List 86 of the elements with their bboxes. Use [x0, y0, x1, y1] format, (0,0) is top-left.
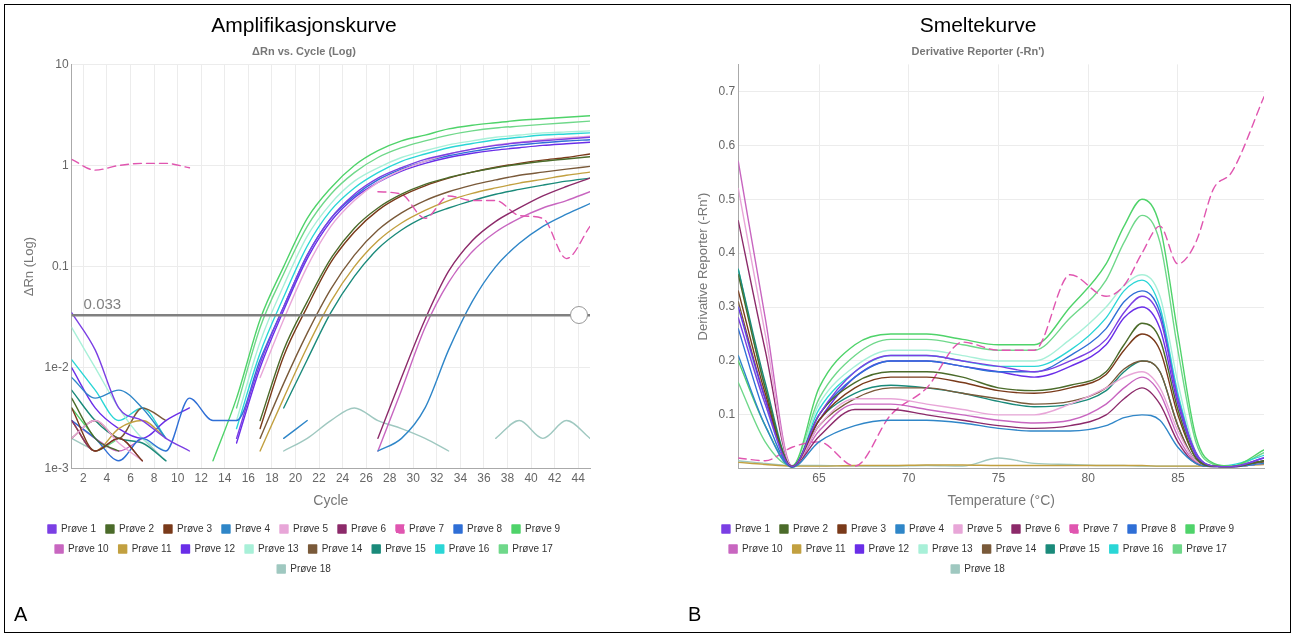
y-tick-label: 0.2 — [718, 353, 736, 368]
legend-label: Prøve 11 — [805, 542, 846, 554]
x-tick-label: 22 — [312, 471, 327, 486]
x-tick-label: 16 — [241, 471, 256, 486]
y-axis-title: ΔRn (Log) — [21, 236, 37, 297]
legend-label: Prøve 1 — [734, 522, 771, 534]
x-tick-label: 8 — [150, 471, 158, 486]
legend-label: Prøve 17 — [512, 542, 554, 554]
legend-label: Prøve 7 — [1083, 522, 1119, 534]
x-tick-label: 70 — [902, 471, 916, 486]
legend-label: Prøve 12 — [868, 542, 910, 554]
legend-label: Prøve 2 — [792, 522, 829, 534]
x-tick-label: 24 — [335, 471, 350, 486]
legend-label: Prøve 16 — [1122, 542, 1164, 554]
legend-label: Prøve 4 — [234, 522, 271, 534]
legend-label: Prøve 14 — [321, 542, 363, 554]
legend-label: Prøve 5 — [967, 522, 1003, 534]
chart-title: Smeltekurve — [919, 13, 1037, 37]
legend-label: Prøve 18 — [290, 562, 332, 574]
legend-label: Prøve 8 — [467, 522, 503, 534]
chart-subtitle: ΔRn vs. Cycle (Log) — [252, 44, 357, 57]
legend-label: Prøve 8 — [1141, 522, 1177, 534]
x-tick-label: 80 — [1081, 471, 1096, 486]
legend-label: Prøve 17 — [1186, 542, 1228, 554]
chart-subtitle: Derivative Reporter (-Rn') — [911, 44, 1045, 57]
legend-label: Prøve 15 — [385, 542, 427, 554]
x-tick-label: 12 — [194, 471, 209, 486]
text: B — [688, 603, 702, 626]
y-tick-label: 0.7 — [718, 83, 736, 98]
legend-label: Prøve 12 — [194, 542, 236, 554]
text: A — [14, 603, 28, 626]
legend-label: Prøve 5 — [293, 522, 329, 534]
legend-label: Prøve 9 — [525, 522, 561, 534]
x-tick-label: 18 — [265, 471, 279, 486]
legend-label: Prøve 3 — [850, 522, 887, 534]
x-tick-label: 10 — [170, 471, 185, 486]
x-axis-title: Cycle — [313, 492, 349, 509]
legend-label: Prøve 16 — [448, 542, 490, 554]
y-tick-label: 0.5 — [718, 191, 736, 206]
x-tick-label: 85 — [1171, 471, 1185, 486]
legend-label: Prøve 13 — [932, 542, 974, 554]
legend-label: Prøve 6 — [1025, 522, 1061, 534]
x-tick-label: 2 — [80, 471, 88, 486]
legend-label: Prøve 7 — [409, 522, 445, 534]
legend-label: Prøve 15 — [1059, 542, 1101, 554]
x-tick-label: 32 — [430, 471, 444, 486]
ref-line-label: 0.033 — [83, 294, 122, 312]
y-tick-label: 1 — [61, 157, 69, 172]
x-tick-label: 6 — [127, 471, 135, 486]
x-tick-label: 30 — [406, 471, 421, 486]
y-tick-label: 0.4 — [718, 245, 736, 260]
legend-label: Prøve 18 — [964, 562, 1006, 574]
x-tick-label: 44 — [571, 471, 586, 486]
y-tick-label: 0.6 — [718, 137, 736, 152]
x-tick-label: 4 — [103, 471, 111, 486]
legend-label: Prøve 10 — [68, 542, 110, 554]
legend-label: Prøve 6 — [351, 522, 387, 534]
x-tick-label: 40 — [524, 471, 539, 486]
x-tick-label: 42 — [547, 471, 562, 486]
legend-label: Prøve 2 — [118, 522, 155, 534]
y-tick-label: 10 — [55, 56, 69, 71]
legend-label: Prøve 4 — [908, 522, 945, 534]
y-tick-label: 0.3 — [718, 299, 736, 314]
y-tick-label: 0.1 — [51, 258, 69, 273]
legend-label: Prøve 3 — [176, 522, 213, 534]
y-axis-title: Derivative Reporter (-Rn') — [695, 192, 711, 341]
legend-label: Prøve 9 — [1199, 522, 1235, 534]
x-tick-label: 36 — [477, 471, 491, 486]
x-tick-label: 38 — [500, 471, 515, 486]
x-tick-label: 65 — [812, 471, 827, 486]
chart-title: Amplifikasjonskurve — [211, 13, 397, 37]
legend-label: Prøve 11 — [131, 542, 172, 554]
legend-label: Prøve 13 — [258, 542, 300, 554]
x-tick-label: 75 — [991, 471, 1006, 486]
x-tick-label: 14 — [218, 471, 232, 486]
y-tick-label: 1e-3 — [44, 461, 69, 476]
y-tick-label: 0.1 — [718, 407, 736, 422]
x-tick-label: 34 — [453, 471, 468, 486]
legend-label: Prøve 14 — [995, 542, 1037, 554]
x-tick-label: 26 — [359, 471, 374, 486]
x-axis-title: Temperature (°C) — [947, 492, 1055, 509]
legend-label: Prøve 1 — [60, 522, 97, 534]
legend-label: Prøve 10 — [742, 542, 784, 554]
y-tick-label: 1e-2 — [44, 360, 69, 375]
x-tick-label: 20 — [288, 471, 303, 486]
x-tick-label: 28 — [383, 471, 397, 486]
